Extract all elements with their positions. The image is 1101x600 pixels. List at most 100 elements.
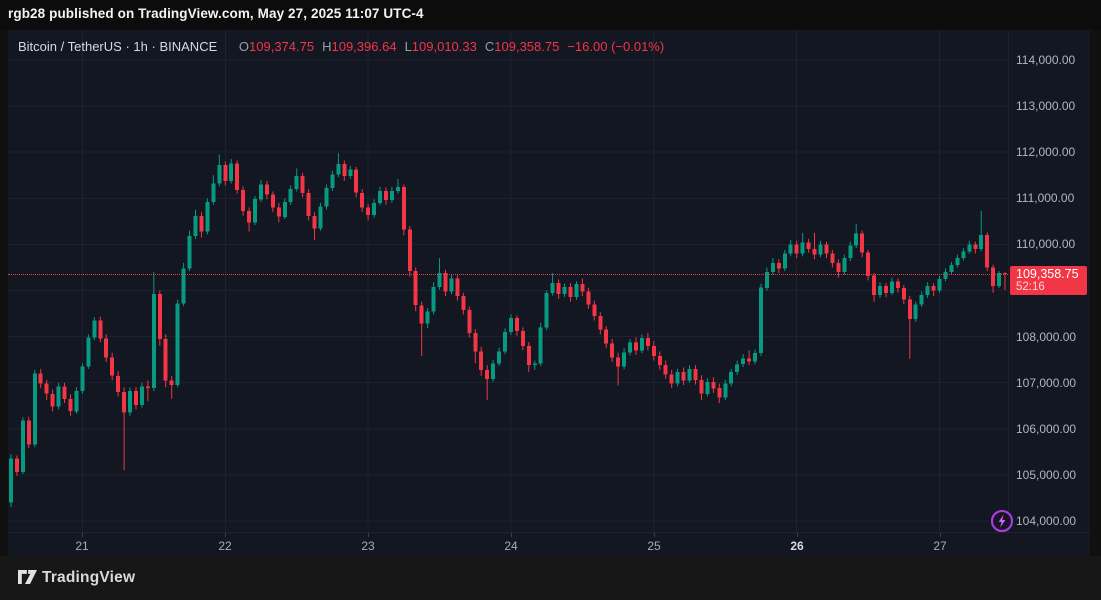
candle-body [818, 244, 823, 255]
candle [848, 241, 853, 261]
candle [342, 160, 347, 181]
candle [187, 230, 192, 272]
candle-body [485, 369, 490, 379]
candle [931, 283, 936, 296]
candle-body [556, 283, 561, 295]
candle [104, 334, 109, 362]
candle [759, 283, 763, 356]
candle-body [229, 163, 234, 181]
current-price-value: 109,358.75 [1016, 267, 1079, 281]
candle [479, 346, 484, 376]
candle-body [282, 202, 287, 217]
tradingview-brand-text[interactable]: TradingView [42, 569, 136, 586]
candle [401, 184, 406, 236]
time-axis-tick [940, 533, 941, 537]
candle-body [38, 373, 43, 384]
candle [139, 382, 144, 408]
candle-body [598, 315, 603, 330]
candle-body [98, 320, 103, 339]
candle-body [675, 372, 680, 384]
candle [253, 196, 257, 225]
candle-body [378, 190, 382, 203]
candle-body [842, 258, 847, 272]
candle-body [687, 368, 692, 381]
candle-body [360, 192, 365, 208]
candle [425, 308, 430, 329]
candle-body [806, 242, 811, 250]
price-axis-label: 105,000.00 [1016, 468, 1077, 482]
candle-body [538, 327, 543, 364]
candle [747, 350, 752, 366]
candle-body [574, 284, 579, 297]
candle [753, 349, 757, 365]
candle-body [181, 268, 186, 304]
candle [44, 379, 49, 401]
high-letter: H [322, 39, 332, 54]
candle-body [509, 318, 513, 332]
candle-body [348, 169, 353, 177]
symbol-name: Bitcoin / TetherUS [18, 39, 122, 54]
candle-body [645, 338, 650, 346]
candle [610, 338, 615, 362]
chart-pane[interactable]: Bitcoin / TetherUS · 1h · BINANCE O109,3… [8, 30, 1090, 556]
candle [80, 363, 85, 394]
candle [26, 416, 31, 449]
candle-body [705, 381, 710, 394]
candle-body [919, 295, 924, 305]
candle [639, 334, 644, 354]
candle [574, 281, 579, 300]
time-axis-label: 27 [933, 539, 947, 553]
candle-body [949, 265, 954, 272]
candle-body [163, 338, 168, 381]
candle-body [889, 281, 894, 293]
candle [199, 212, 204, 238]
high-value: 109,396.64 [331, 39, 397, 54]
candle-body [526, 345, 531, 366]
candle [14, 455, 19, 476]
open-letter: O [238, 39, 250, 54]
candle-body [955, 258, 960, 266]
candle-body [753, 353, 757, 362]
candle [544, 290, 549, 331]
candle [336, 153, 341, 178]
time-axis[interactable]: 21 22 23 24 25 26 27 [8, 532, 1090, 557]
candle [50, 389, 55, 412]
candle [919, 291, 924, 308]
candle [657, 351, 662, 370]
candle [860, 230, 865, 258]
candle [491, 359, 496, 382]
candle-body [580, 284, 585, 292]
candle [20, 417, 25, 474]
candle-body [235, 163, 240, 190]
candle [360, 189, 365, 213]
candle [699, 375, 704, 401]
change-value: −16.00 (−0.01%) [567, 39, 665, 54]
candle-body [848, 245, 853, 259]
candle [211, 175, 216, 205]
candle [1003, 272, 1007, 290]
candle-body [455, 278, 460, 296]
candle-body [764, 272, 769, 288]
candle [288, 185, 293, 205]
candle-body [568, 286, 573, 297]
candle [514, 315, 519, 336]
candle-body [830, 253, 835, 263]
candle [812, 232, 817, 260]
price-axis[interactable]: 114,000.00 113,000.00 112,000.00 111,000.00… [1008, 30, 1091, 532]
candle [32, 369, 37, 448]
candle [348, 166, 353, 179]
candle-body [122, 391, 127, 413]
candle [455, 275, 460, 301]
bar-countdown: 52:16 [1016, 281, 1045, 293]
tradingview-logo-icon[interactable] [18, 570, 37, 584]
candle-body [44, 383, 49, 394]
candle [372, 199, 377, 218]
candle-body [86, 337, 91, 367]
candle [711, 377, 716, 393]
candle-body [372, 202, 377, 215]
candlestick-chart[interactable] [8, 30, 1008, 532]
price-axis-label: 107,000.00 [1016, 376, 1077, 390]
candle-body [854, 233, 859, 246]
candle [729, 368, 734, 387]
candle-body [520, 331, 525, 346]
